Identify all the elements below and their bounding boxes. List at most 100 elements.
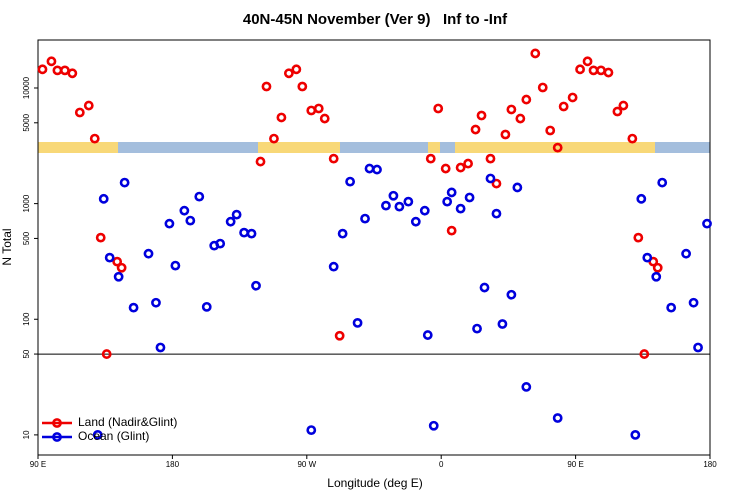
point	[364, 163, 375, 174]
point	[446, 187, 457, 198]
point	[446, 225, 457, 236]
legend-label: Land (Nadir&Glint)	[78, 415, 177, 429]
point	[596, 65, 606, 76]
y-tick-label: 500	[22, 231, 31, 245]
point	[37, 64, 48, 75]
point	[636, 193, 647, 204]
point	[246, 228, 257, 239]
point	[630, 429, 641, 440]
point	[261, 81, 272, 92]
point	[403, 196, 414, 207]
land-mask-strip	[38, 142, 710, 153]
point	[530, 48, 541, 59]
point	[276, 112, 287, 123]
point	[352, 317, 363, 328]
point	[155, 342, 166, 353]
point	[567, 92, 578, 103]
point	[588, 65, 599, 76]
point	[485, 153, 496, 164]
x-tick-label: 90 E	[567, 460, 583, 469]
point	[497, 319, 508, 329]
x-tick-label: 180	[703, 460, 717, 469]
point	[119, 177, 130, 188]
point	[101, 349, 112, 359]
point	[545, 125, 556, 136]
point	[151, 297, 161, 308]
point	[337, 228, 348, 239]
point	[360, 213, 370, 224]
legend-marker	[52, 432, 62, 442]
point	[388, 190, 399, 201]
point	[74, 107, 85, 118]
point	[603, 67, 614, 78]
point	[558, 101, 569, 112]
point	[410, 216, 421, 227]
point	[328, 261, 339, 272]
point	[283, 68, 294, 79]
y-tick-label: 5000	[22, 113, 31, 131]
point	[651, 271, 662, 282]
point	[46, 56, 57, 67]
point	[702, 218, 712, 229]
y-tick-label: 10000	[22, 76, 31, 99]
x-tick-label: 90 W	[297, 460, 316, 469]
point	[255, 156, 266, 167]
y-tick-label: 50	[22, 349, 31, 358]
point	[491, 208, 502, 219]
point	[455, 203, 466, 214]
point	[582, 56, 593, 67]
point	[422, 330, 433, 340]
point	[319, 113, 330, 124]
point	[194, 191, 205, 202]
point	[506, 289, 517, 300]
point	[521, 94, 532, 105]
point	[693, 342, 703, 353]
point	[618, 100, 629, 111]
point	[328, 153, 339, 164]
point	[476, 110, 487, 121]
point	[612, 106, 623, 117]
point	[442, 196, 453, 207]
point	[627, 133, 638, 144]
point	[455, 162, 466, 173]
point	[512, 182, 523, 193]
point	[575, 64, 585, 75]
point	[491, 178, 502, 189]
legend-label: Ocean (Glint)	[78, 429, 149, 443]
point	[419, 205, 430, 216]
point	[98, 193, 109, 204]
point	[428, 420, 439, 431]
point	[239, 227, 249, 238]
x-axis-label: Longitude (deg E)	[327, 476, 422, 490]
y-axis-label: N Total	[0, 228, 14, 265]
point	[185, 215, 196, 226]
y-tick-label: 10	[22, 430, 31, 439]
point	[633, 232, 644, 243]
point	[67, 68, 78, 79]
point	[306, 105, 317, 116]
x-tick-label: 0	[439, 460, 444, 469]
point	[464, 192, 475, 203]
point	[116, 262, 127, 273]
point	[381, 200, 391, 211]
point	[201, 301, 212, 312]
point	[143, 248, 154, 259]
point	[251, 280, 261, 291]
point	[291, 64, 302, 75]
point	[552, 142, 563, 153]
point	[269, 133, 279, 144]
point	[92, 429, 103, 440]
point	[112, 256, 123, 267]
point	[372, 164, 382, 175]
point	[334, 330, 345, 341]
legend-marker	[52, 418, 62, 428]
point	[657, 177, 668, 188]
point	[52, 65, 63, 76]
point	[59, 65, 70, 76]
point	[470, 124, 481, 135]
point	[345, 176, 356, 187]
point	[394, 201, 405, 212]
plot-frame	[37, 39, 711, 456]
point	[231, 209, 242, 220]
